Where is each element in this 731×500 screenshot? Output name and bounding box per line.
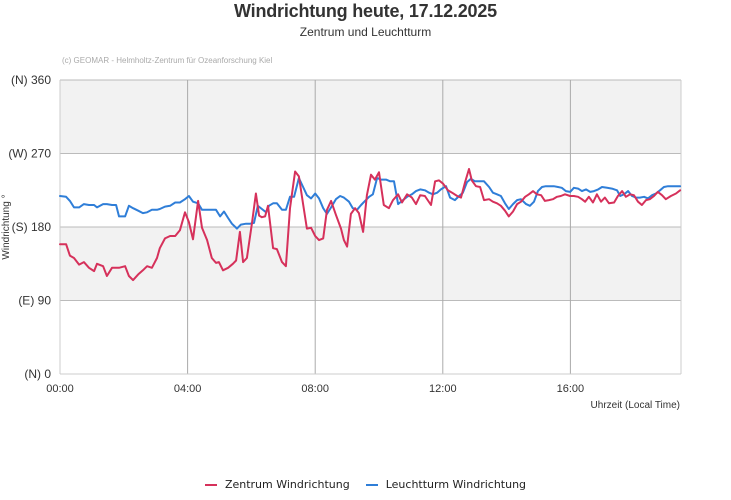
line-chart: (N) 0 (E) 90 (S) 180 (W) 270 (N) 360 00:00 04:… xyxy=(1,73,682,411)
axis-labels: (N) 0 (E) 90 (S) 180 (W) 270 (N) 360 00:00 04:… xyxy=(1,73,680,411)
legend-item-zentrum[interactable]: Zentrum Windrichtung xyxy=(204,478,350,491)
legend-item-leuchtturm[interactable]: Leuchtturm Windrichtung xyxy=(365,478,527,491)
y-axis-title: Windrichtung ° xyxy=(1,194,12,259)
legend-swatch-zentrum xyxy=(204,483,217,486)
plot-band xyxy=(60,153,681,227)
y-tick-label: (S) 180 xyxy=(12,220,52,234)
plot-band xyxy=(60,80,681,154)
legend-swatch-leuchtturm xyxy=(365,483,378,486)
y-tick-label: (W) 270 xyxy=(8,147,51,161)
x-tick-label: 08:00 xyxy=(301,383,329,395)
y-tick-label: (N) 0 xyxy=(24,367,51,381)
x-tick-label: 04:00 xyxy=(174,383,202,395)
data-series xyxy=(59,168,682,282)
credit-text: (c) GEOMAR - Helmholtz-Zentrum für Ozean… xyxy=(62,56,273,65)
y-tick-label: (N) 360 xyxy=(11,73,51,87)
legend: Zentrum Windrichtung Leuchtturm Windrich… xyxy=(0,478,731,491)
x-axis-title: Uhrzeit (Local Time) xyxy=(591,400,680,411)
x-tick-label: 16:00 xyxy=(557,383,585,395)
grid-lines xyxy=(59,79,682,375)
series-line[interactable] xyxy=(59,177,682,230)
y-tick-label: (E) 90 xyxy=(18,294,51,308)
legend-label-leuchtturm: Leuchtturm Windrichtung xyxy=(385,478,527,491)
x-tick-label: 12:00 xyxy=(429,383,457,395)
legend-label-zentrum: Zentrum Windrichtung xyxy=(224,478,350,491)
chart-subtitle: Zentrum und Leuchtturm xyxy=(299,25,432,39)
series-line[interactable] xyxy=(59,168,682,282)
chart-title: Windrichtung heute, 17.12.2025 xyxy=(234,1,497,21)
x-tick-label: 00:00 xyxy=(46,383,74,395)
